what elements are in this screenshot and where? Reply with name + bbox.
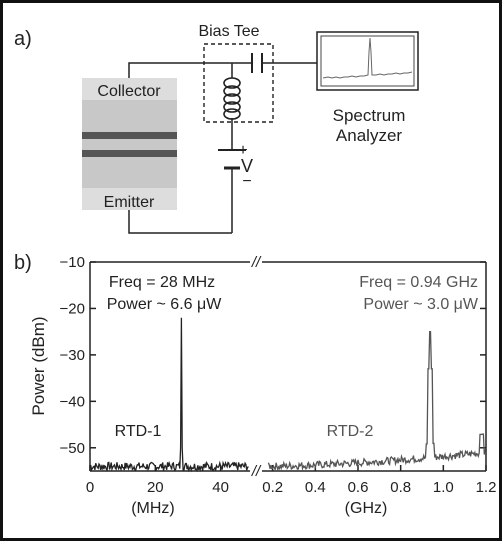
series-label-rtd2: RTD-2 bbox=[327, 423, 374, 440]
annotation-right-power: Power ~ 3.0 μW bbox=[363, 296, 478, 313]
x-tick-label: 20 bbox=[147, 479, 164, 496]
x-unit-right: (GHz) bbox=[345, 500, 388, 517]
y-tick-label: −10 bbox=[60, 254, 85, 271]
circuit-wires bbox=[128, 62, 317, 234]
axis-break-bottom: // bbox=[251, 463, 262, 480]
x-tick-label: 1.0 bbox=[433, 479, 454, 496]
x-tick-label: 40 bbox=[212, 479, 229, 496]
voltage-minus: − bbox=[242, 173, 251, 190]
y-axis-ticks: −10 −20 −30 −40 −50 bbox=[60, 254, 486, 457]
x-tick-label: 0.8 bbox=[390, 479, 411, 496]
coil-loop-3 bbox=[223, 93, 241, 105]
coil-loop-1 bbox=[223, 77, 241, 89]
collector-region bbox=[82, 78, 177, 100]
capacitor-symbol bbox=[251, 53, 263, 73]
x-tick-label: 0 bbox=[86, 479, 94, 496]
y-tick-label: −30 bbox=[60, 347, 85, 364]
battery-symbol bbox=[218, 149, 246, 176]
emitter-wire bbox=[128, 210, 232, 234]
x-tick-label: 1.2 bbox=[476, 479, 497, 496]
analyzer-label-line1: Spectrum bbox=[333, 106, 406, 125]
rtd-device: Collector Emitter bbox=[82, 78, 177, 211]
voltage-label: V bbox=[241, 156, 253, 176]
x-unit-left: (MHz) bbox=[131, 500, 175, 517]
annotation-left-power: Power ~ 6.6 μW bbox=[107, 296, 222, 313]
x-axis-ticks: 0 20 40 0.2 0.4 0.6 0.8 1.0 1.2 bbox=[86, 465, 497, 496]
panel-a-label: a) bbox=[14, 28, 32, 50]
bias-tee-box bbox=[203, 43, 274, 123]
y-tick-label: −50 bbox=[60, 440, 85, 457]
spectrum-analyzer: Spectrum Analyzer bbox=[316, 31, 419, 145]
coil-loop-5 bbox=[223, 108, 241, 120]
collector-wire bbox=[128, 62, 232, 78]
y-axis-label: Power (dBm) bbox=[29, 316, 48, 415]
coil-loop-4 bbox=[223, 101, 241, 113]
emitter-region bbox=[82, 188, 177, 210]
x-tick-label: 0.2 bbox=[262, 479, 283, 496]
barrier-layer-top bbox=[82, 132, 177, 139]
x-tick-label: 0.4 bbox=[305, 479, 326, 496]
inductor-symbol bbox=[223, 77, 241, 120]
panel-a: a) Collector Emitter bbox=[14, 23, 419, 234]
analyzer-screen-trace bbox=[322, 37, 413, 79]
rtd1-trace bbox=[89, 317, 249, 473]
panel-b-label: b) bbox=[14, 252, 32, 274]
annotation-right-freq: Freq = 0.94 GHz bbox=[359, 274, 478, 291]
axis-break-top: // bbox=[251, 254, 262, 271]
voltage-plus: + bbox=[238, 142, 247, 159]
bias-tee-label: Bias Tee bbox=[198, 23, 259, 40]
analyzer-screen bbox=[320, 35, 415, 87]
analyzer-label-line2: Analyzer bbox=[336, 126, 402, 145]
series-label-rtd1: RTD-1 bbox=[115, 423, 162, 440]
panel-b: b) // // Power (dBm) (MHz) (GHz) Freq = … bbox=[14, 252, 496, 517]
y-tick-label: −20 bbox=[60, 300, 85, 317]
plot-frame bbox=[89, 261, 487, 472]
coil-loop-2 bbox=[223, 85, 241, 97]
collector-label: Collector bbox=[97, 83, 161, 100]
x-tick-label: 0.6 bbox=[348, 479, 369, 496]
rtd2-trace bbox=[267, 331, 486, 472]
device-body bbox=[82, 100, 177, 188]
emitter-label: Emitter bbox=[104, 194, 155, 211]
annotation-left-freq: Freq = 28 MHz bbox=[109, 274, 215, 291]
spectrum-traces bbox=[89, 317, 486, 473]
barrier-layer-bottom bbox=[82, 150, 177, 157]
y-tick-label: −40 bbox=[60, 393, 85, 410]
